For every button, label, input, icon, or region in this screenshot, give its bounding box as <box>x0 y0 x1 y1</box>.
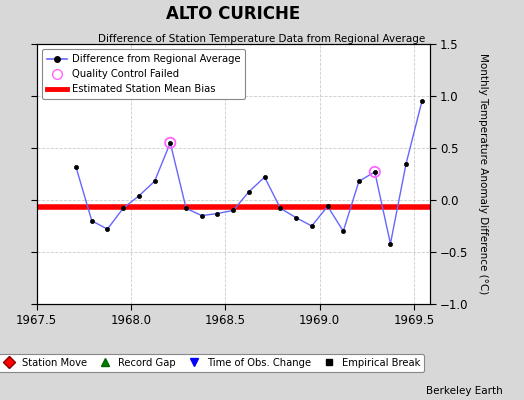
Text: Berkeley Earth: Berkeley Earth <box>427 386 503 396</box>
Y-axis label: Monthly Temperature Anomaly Difference (°C): Monthly Temperature Anomaly Difference (… <box>478 53 488 295</box>
Text: Difference of Station Temperature Data from Regional Average: Difference of Station Temperature Data f… <box>99 34 425 44</box>
Legend: Station Move, Record Gap, Time of Obs. Change, Empirical Break: Station Move, Record Gap, Time of Obs. C… <box>0 354 424 372</box>
Point <box>370 169 379 175</box>
Title: ALTO CURICHE: ALTO CURICHE <box>166 5 300 23</box>
Point <box>166 140 174 146</box>
